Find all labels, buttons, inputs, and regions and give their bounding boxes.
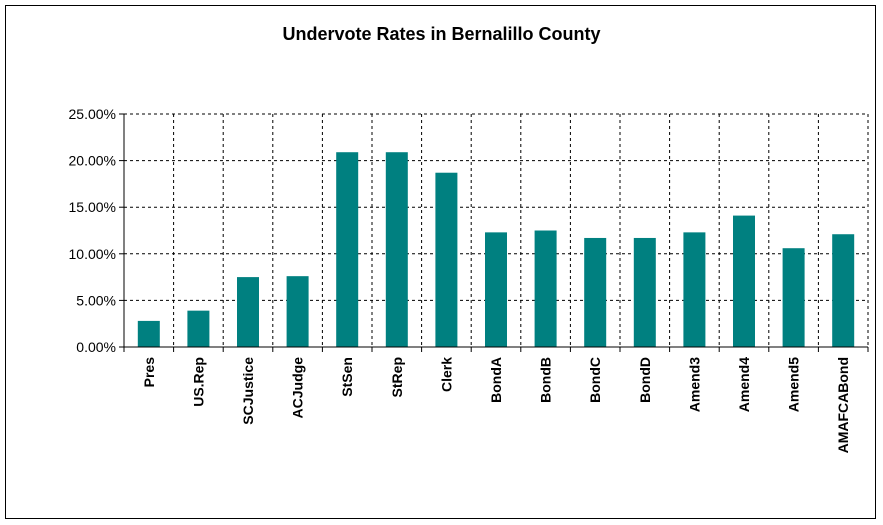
bar-bonda — [485, 232, 507, 347]
bar-bondc — [584, 237, 607, 347]
bar-scjustice — [237, 277, 259, 347]
x-tick-label: StSen — [339, 357, 355, 397]
y-tick-label: 0.00% — [76, 339, 116, 355]
bars — [137, 152, 855, 347]
axes — [119, 113, 869, 352]
tick-labels: 0.00% 5.00% 10.00% 15.00% 20.00% 25.00% Pres US… — [69, 106, 852, 453]
gridlines — [124, 113, 869, 347]
chart-title: Undervote Rates in Bernalillo County — [282, 24, 601, 44]
bar-us-rep — [187, 310, 210, 347]
y-tick-label: 10.00% — [69, 246, 116, 262]
bar-bondd — [633, 237, 656, 347]
bar-bondb — [534, 230, 557, 347]
bar-acjudge — [286, 276, 309, 347]
bar-pres — [137, 320, 160, 347]
x-tick-label: StRep — [389, 357, 405, 397]
bar-amafcabond — [832, 234, 855, 347]
x-tick-label: Amend3 — [686, 357, 702, 412]
x-tick-label: BondC — [587, 357, 603, 403]
x-tick-label: AMAFCABond — [835, 357, 851, 453]
y-tick-label: 15.00% — [69, 199, 116, 215]
x-tick-label: BondA — [488, 357, 504, 403]
x-tick-label: Clerk — [438, 357, 454, 392]
x-tick-label: BondB — [538, 357, 554, 403]
x-tick-label: Amend5 — [786, 357, 802, 412]
x-tick-label: ACJudge — [290, 357, 306, 419]
x-tick-label: BondD — [637, 357, 653, 403]
x-tick-label: Pres — [141, 357, 157, 388]
x-tick-label: Amend4 — [736, 357, 752, 412]
bar-stsen — [336, 152, 359, 347]
bar-amend4 — [733, 215, 755, 347]
x-tick-label: SCJustice — [240, 357, 256, 425]
y-tick-label: 25.00% — [69, 106, 116, 122]
bar-amend3 — [683, 232, 706, 347]
y-tick-label: 20.00% — [69, 153, 116, 169]
bar-amend5 — [782, 248, 805, 347]
y-tick-label: 5.00% — [76, 292, 116, 308]
x-tick-label: US.Rep — [190, 357, 206, 407]
bar-clerk — [435, 172, 458, 347]
bar-strep — [385, 152, 408, 347]
